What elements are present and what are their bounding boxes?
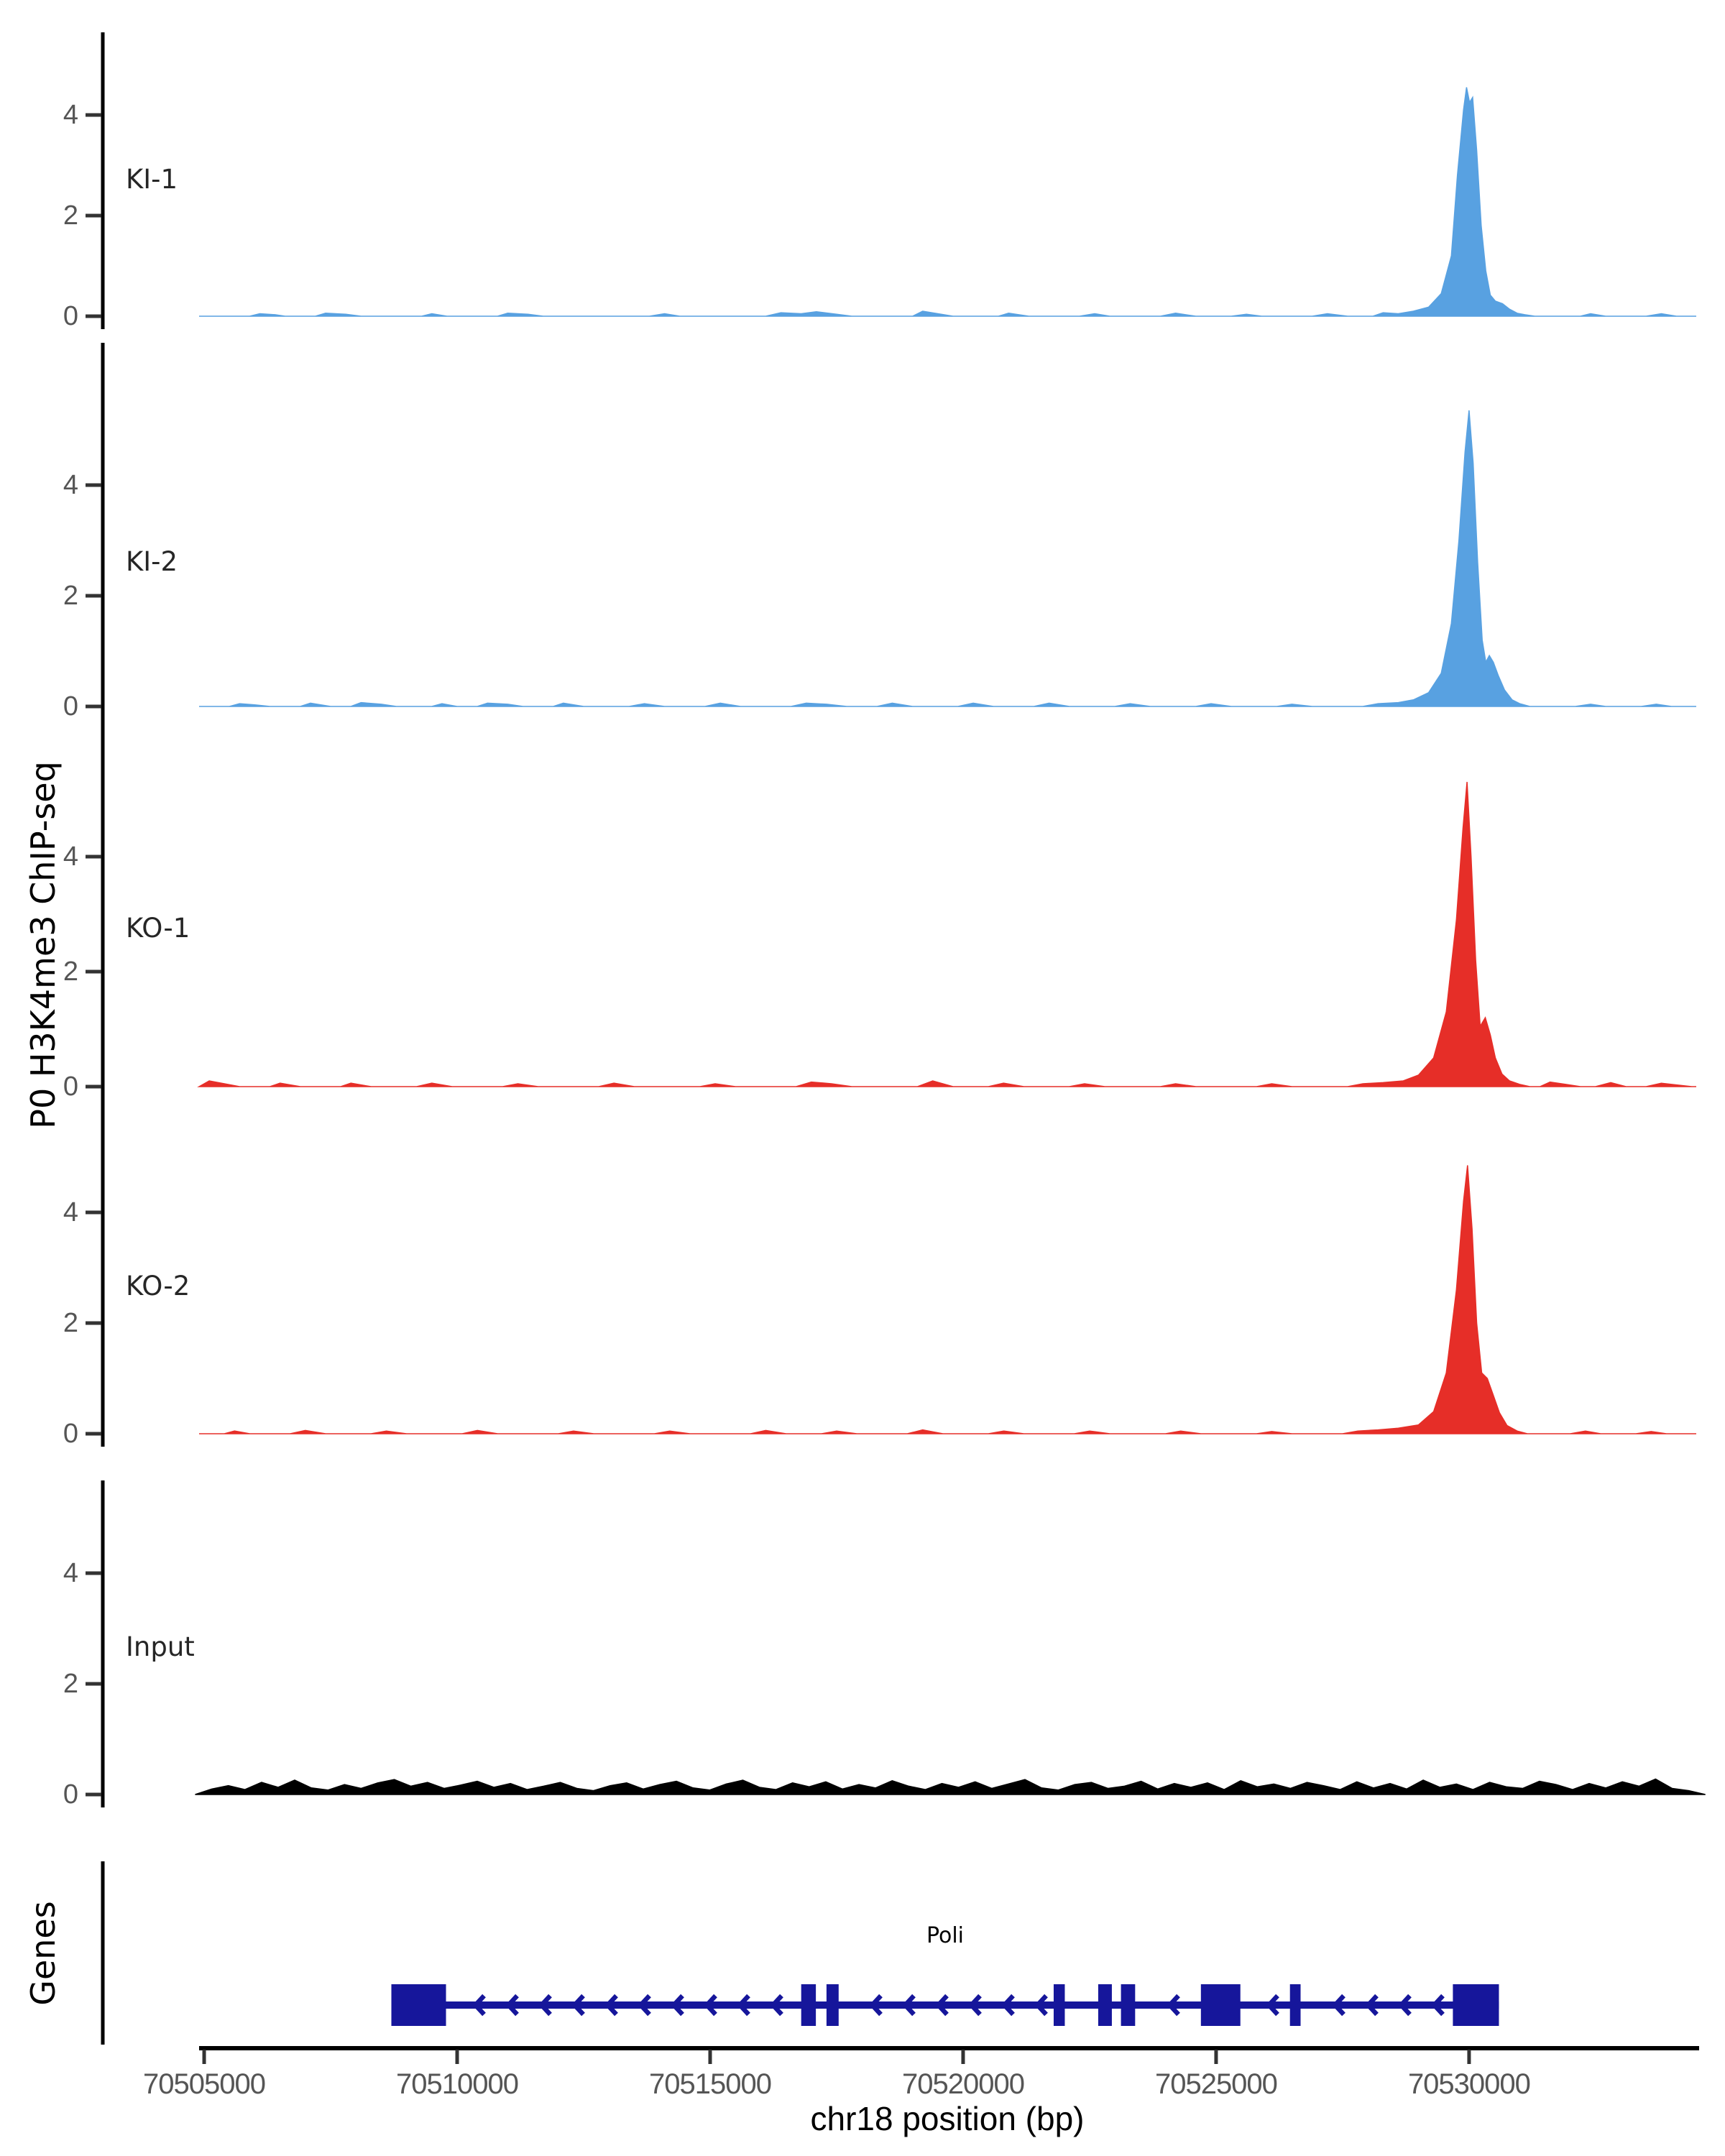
gene-strand-arrow	[1001, 1994, 1015, 2017]
gene-strand-arrow	[571, 1994, 585, 2017]
y-tick-label: 0	[63, 301, 78, 331]
x-tick-label: 70520000	[901, 2068, 1025, 2100]
track-label-KO-1: KO-1	[126, 913, 190, 944]
gene-strand-arrow	[968, 1994, 982, 2017]
y-tick-label: 0	[63, 1779, 78, 1810]
track-area-KI-1	[199, 87, 1696, 317]
track-area-KI-2	[199, 410, 1696, 707]
track-label-Input: Input	[126, 1631, 195, 1662]
gene-exon	[1053, 1984, 1065, 2026]
track-label-KO-2: KO-2	[126, 1271, 190, 1302]
x-tick-label: 70515000	[649, 2068, 772, 2100]
y-tick-label: 4	[63, 1197, 78, 1227]
gene-strand-arrow	[638, 1994, 651, 2017]
track-area-Input	[195, 1778, 1706, 1795]
track-label-KI-1: KI-1	[126, 164, 178, 195]
gene-strand-arrow	[935, 1994, 949, 2017]
gene-strand-arrow	[1431, 1994, 1445, 2017]
gene-strand-arrow	[1398, 1994, 1412, 2017]
gene-strand-arrow	[1167, 1994, 1180, 2017]
gene-strand-arrow	[704, 1994, 717, 2017]
y-tick-label: 0	[63, 1072, 78, 1102]
y-tick-label: 2	[63, 201, 78, 231]
track-label-KI-2: KI-2	[126, 546, 178, 577]
gene-strand-arrow	[770, 1994, 783, 2017]
y-tick-label: 2	[63, 957, 78, 987]
y-tick-label: 2	[63, 1308, 78, 1338]
gene-exon	[1121, 1984, 1136, 2026]
y-tick-label: 0	[63, 1419, 78, 1449]
genes-axis-label: Genes	[24, 1901, 63, 2006]
x-tick-label: 70510000	[396, 2068, 519, 2100]
track-area-KO-2	[199, 1165, 1696, 1434]
x-tick-label: 70530000	[1407, 2068, 1531, 2100]
gene-strand-arrow	[671, 1994, 684, 2017]
y-tick-label: 4	[63, 470, 78, 500]
track-area-KO-1	[197, 781, 1696, 1087]
y-tick-label: 2	[63, 581, 78, 611]
gene-strand-arrow	[1332, 1994, 1346, 2017]
y-tick-label: 4	[63, 100, 78, 130]
x-tick-label: 70525000	[1154, 2068, 1278, 2100]
gene-strand-arrow	[538, 1994, 552, 2017]
gene-strand-arrow	[869, 1994, 883, 2017]
gene-exon	[1289, 1984, 1301, 2026]
gene-strand-arrow	[737, 1994, 750, 2017]
y-tick-label: 0	[63, 691, 78, 722]
gene-exon	[1453, 1984, 1499, 2026]
gene-intron-line	[391, 2001, 1499, 2009]
x-axis-title: chr18 position (bp)	[810, 2100, 1085, 2137]
gene-exon	[826, 1984, 839, 2026]
gene-strand-arrow	[1034, 1994, 1048, 2017]
gene-strand-arrow	[472, 1994, 486, 2017]
gene-exon	[1200, 1984, 1241, 2026]
gene-strand-arrow	[902, 1994, 916, 2017]
y-tick-label: 2	[63, 1669, 78, 1699]
gene-strand-arrow	[1365, 1994, 1379, 2017]
y-tick-label: 4	[63, 842, 78, 872]
gene-exon	[1098, 1984, 1112, 2026]
gene-exon	[801, 1984, 816, 2026]
gene-exon	[391, 1984, 446, 2026]
x-tick-label: 70505000	[143, 2068, 266, 2100]
gene-strand-arrow	[604, 1994, 618, 2017]
gene-name-label: Poli	[926, 1923, 965, 1948]
gene-strand-arrow	[505, 1994, 519, 2017]
gene-strand-arrow	[1266, 1994, 1279, 2017]
y-tick-label: 4	[63, 1558, 78, 1588]
